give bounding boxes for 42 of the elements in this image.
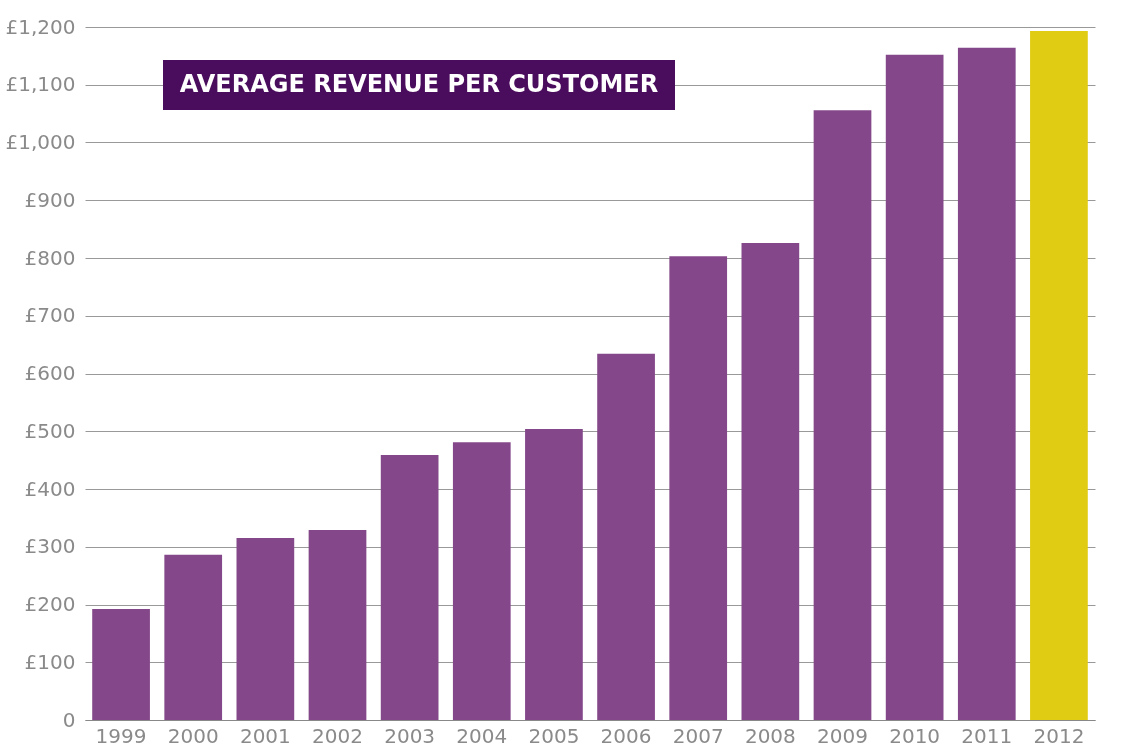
bar [741,242,800,720]
x-tick-label: 2005 [528,723,580,748]
y-tick-label: £200 [24,592,76,616]
bar [452,442,511,720]
x-tick-label: 2011 [961,723,1013,748]
y-tick-label: £500 [24,418,76,443]
x-tick-label: 2003 [384,723,436,748]
bar [813,110,872,720]
x-tick-label: 2001 [239,723,291,748]
x-tick-label: 1999 [95,723,147,748]
y-tick-label: £1,200 [5,14,76,39]
bar [1030,31,1088,720]
x-tick-label: 2006 [600,723,652,748]
y-tick-label: £400 [24,476,76,501]
bar [597,353,655,720]
bar [525,428,583,720]
y-tick-label: £600 [24,361,76,385]
y-tick-label: £300 [24,534,76,559]
bar [92,609,150,720]
x-tick-label: 2009 [817,723,868,748]
y-tick-label: £900 [24,187,76,212]
x-tick-label: 2012 [1033,723,1085,748]
bar [885,54,944,720]
bar [957,47,1016,720]
bar [236,538,295,720]
text: AVERAGE REVENUE PER CUSTOMER [179,70,659,98]
y-tick-label: £1,000 [5,130,76,154]
x-tick-label: 2004 [456,723,508,748]
bar [380,454,439,720]
x-tick-label: 2002 [312,723,363,748]
y-tick-label: £1,100 [5,72,76,97]
x-tick-label: 2007 [672,723,724,748]
y-tick-label: £800 [24,245,76,270]
bar [669,256,728,720]
bar [308,530,367,720]
bar [164,554,223,720]
y-tick-label: £700 [24,303,76,328]
y-tick-label: £100 [24,649,76,674]
y-tick-label: 0 [62,707,76,732]
x-tick-label: 2008 [744,723,796,748]
x-tick-label: 2000 [167,723,219,748]
x-tick-label: 2010 [889,723,941,748]
